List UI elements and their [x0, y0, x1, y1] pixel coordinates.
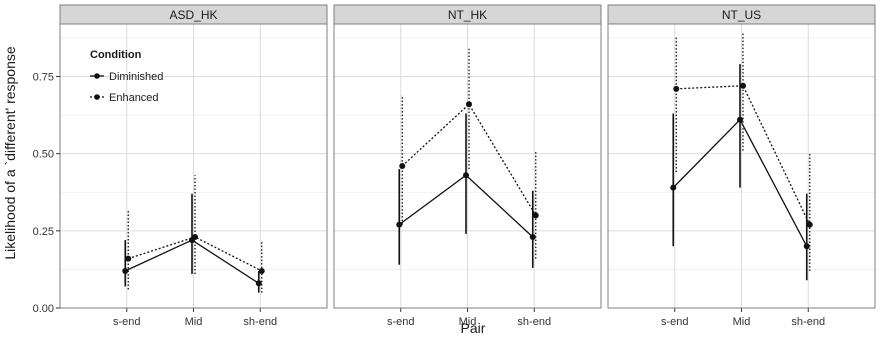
panel-border — [333, 23, 602, 309]
data-point — [466, 101, 472, 108]
y-tick-label: 0.75 — [33, 71, 54, 83]
y-tick-label: 0.00 — [33, 303, 54, 315]
data-point — [740, 82, 746, 89]
legend-key-diminished — [90, 73, 104, 79]
y-tick-label: 0.25 — [33, 226, 54, 238]
x-tick-label: s-end — [661, 316, 689, 328]
legend-key-point — [94, 94, 100, 100]
panel-border — [607, 23, 876, 309]
x-tick-label: Mid — [185, 316, 203, 328]
series-diminished — [670, 64, 810, 281]
legend-label: Diminished — [109, 71, 163, 83]
panel-strip-label: ASD_HK — [169, 8, 217, 22]
x-tick-label: s-end — [387, 316, 415, 328]
legend-label: Enhanced — [109, 92, 159, 104]
data-point — [670, 184, 677, 191]
series-enhanced — [673, 33, 813, 271]
x-tick-label: s-end — [113, 316, 141, 328]
data-point — [737, 116, 743, 123]
x-tick-label: sh-end — [791, 316, 825, 328]
data-point — [255, 280, 262, 287]
panel-asd-hk: ASD_HK s-end Mid sh-end — [59, 4, 328, 328]
x-tick-label: Mid — [733, 316, 751, 328]
data-point — [803, 243, 810, 250]
panel-strip-label: NT_US — [722, 8, 761, 22]
y-tick-labels: 0.00 0.25 0.50 0.75 — [33, 71, 60, 315]
panel-nt-us: NT_US s-end Mid sh-end — [607, 4, 876, 328]
series-line — [676, 85, 811, 225]
data-point — [258, 267, 265, 274]
legend: Condition Diminished Enhanced — [90, 49, 163, 104]
data-point — [463, 172, 469, 179]
data-point — [396, 221, 403, 228]
y-tick-label: 0.50 — [33, 149, 54, 161]
data-point — [532, 212, 539, 219]
series-diminished — [396, 113, 536, 268]
x-tick-label: sh-end — [517, 316, 551, 328]
data-point — [192, 234, 198, 240]
legend-key-point — [94, 73, 100, 79]
series-enhanced — [125, 175, 265, 293]
series-line — [401, 103, 537, 216]
panel-nt-hk: NT_HK s-end Mid sh-end — [333, 4, 602, 328]
panel-strip-label: NT_HK — [448, 8, 487, 22]
y-axis-title: Likelihood of a `different' response — [2, 46, 18, 260]
data-point — [529, 234, 536, 240]
x-tick-label: sh-end — [243, 316, 277, 328]
panel-border — [59, 23, 328, 309]
x-axis-title: Pair — [461, 320, 486, 336]
data-point — [399, 163, 406, 169]
data-point — [122, 267, 129, 274]
legend-title: Condition — [90, 49, 142, 61]
data-point — [806, 221, 813, 228]
data-point — [125, 255, 132, 262]
data-point — [673, 85, 680, 92]
series-diminished — [122, 193, 262, 293]
x-tick-label: Mid — [459, 316, 477, 328]
legend-key-enhanced — [90, 94, 104, 100]
series-line — [128, 236, 263, 272]
series-enhanced — [399, 48, 539, 259]
